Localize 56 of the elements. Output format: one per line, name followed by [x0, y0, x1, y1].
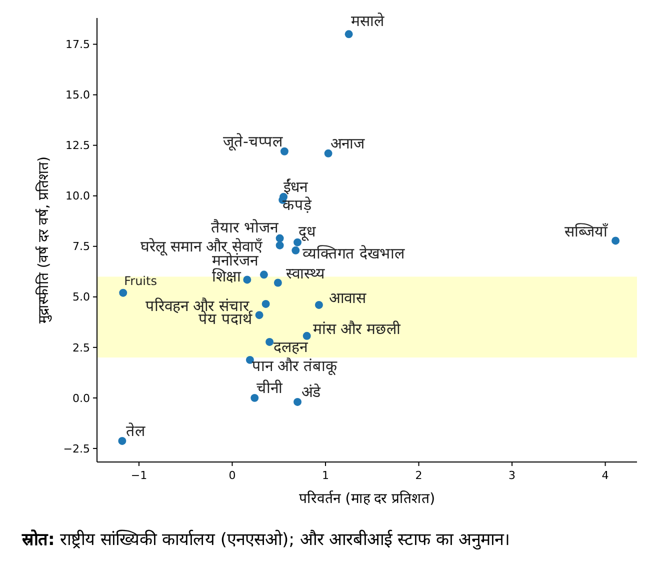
- point: [292, 246, 300, 254]
- x-tick-label: −1: [130, 469, 148, 482]
- point: [276, 241, 284, 250]
- y-tick-label: 17.5: [66, 38, 90, 52]
- annotation: आवास: [328, 288, 367, 307]
- y-tick-label: 5.0: [72, 290, 90, 304]
- annotation: व्यक्तिगत देखभाल: [302, 244, 406, 262]
- point: [260, 270, 268, 279]
- point: [274, 278, 282, 287]
- y-tick-label: −2.5: [63, 442, 90, 456]
- point: [262, 300, 270, 308]
- x-axis-title: परिवर्तन (माह दर प्रतिशत): [298, 490, 436, 507]
- y-tick-label: 10.0: [66, 190, 90, 203]
- annotation: कपड़े: [282, 196, 313, 214]
- annotation: जूते-चप्पल: [223, 132, 284, 152]
- point: [344, 30, 353, 38]
- annotation: मांस और मछली: [312, 320, 402, 338]
- y-tick-label: 15.0: [66, 88, 90, 102]
- point: [612, 236, 620, 245]
- point: [314, 300, 323, 309]
- annotation: अनाज: [330, 134, 366, 152]
- annotation: चीनी: [256, 378, 284, 397]
- x-tick-label: 3: [508, 469, 516, 482]
- point: [302, 332, 311, 340]
- point: [294, 398, 302, 406]
- annotation: शिक्षा: [212, 268, 242, 286]
- annotation: ईंधन: [284, 178, 309, 196]
- point: [255, 311, 264, 320]
- y-tick-label: 2.5: [72, 341, 90, 354]
- x-tick-label: 0: [228, 469, 236, 482]
- annotation: Fruits: [124, 274, 157, 288]
- annotation: तैयार भोजन: [211, 218, 279, 236]
- annotation: अंडे: [302, 382, 322, 401]
- annotation: दूध: [298, 222, 317, 242]
- point: [243, 276, 252, 284]
- annotation: पान और तंबाकू: [252, 356, 338, 376]
- x-tick-label: 2: [415, 469, 422, 482]
- y-tick-label: 7.5: [72, 240, 90, 254]
- x-tick-label: 1: [322, 469, 329, 482]
- point: [250, 394, 259, 402]
- y-axis-title: मुद्रास्फीति (वर्ष दर वर्ष, प्रतिशत): [35, 156, 52, 324]
- annotation: सब्जियाँ: [564, 222, 609, 241]
- annotation: तेल: [126, 422, 146, 440]
- x-tick-label: 4: [602, 469, 609, 482]
- point: [276, 234, 284, 242]
- text: स्रोत: राष्ट्रीय सांख्यिकी कार्यालय (एनएसओ); और आरबीआई स्टाफ का अनुमान।: [21, 529, 510, 550]
- point: [324, 149, 332, 158]
- point: [266, 338, 274, 346]
- point: [118, 437, 126, 445]
- annotation: दलहन: [274, 338, 309, 356]
- annotation: स्वास्थ्य: [286, 264, 325, 283]
- point: [119, 288, 128, 297]
- annotation: मसाले: [350, 12, 385, 30]
- y-tick-label: 12.5: [66, 139, 90, 152]
- y-tick-label: 0.0: [72, 392, 90, 405]
- point: [246, 356, 254, 364]
